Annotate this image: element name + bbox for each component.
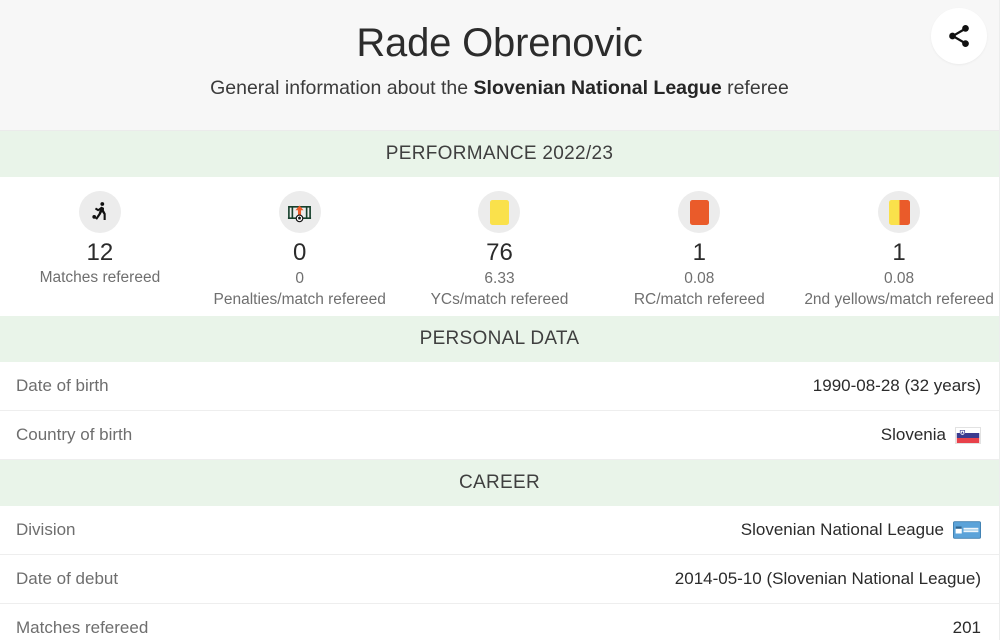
stat-yellow-cards: 76 6.33 YCs/match refereed xyxy=(400,191,600,310)
table-row: Country of birth Slovenia xyxy=(0,411,999,460)
section-header-career: CAREER xyxy=(0,460,999,506)
stat-second-yellows: 1 0.08 2nd yellows/match refereed xyxy=(799,191,999,310)
stat-penalties: 0 0 Penalties/match refereed xyxy=(200,191,400,310)
red-card-shape xyxy=(689,199,709,225)
penalty-goal-icon xyxy=(278,191,321,233)
stat-label: Matches refereed xyxy=(39,268,161,286)
stat-label: 2nd yellows/match refereed xyxy=(804,290,994,308)
row-value: Slovenia xyxy=(881,425,981,445)
page-title: Rade Obrenovic xyxy=(356,21,643,65)
stat-label: YCs/match refereed xyxy=(430,290,569,308)
stat-value: 0 xyxy=(293,239,307,266)
table-row: Division Slovenian National League xyxy=(0,506,999,555)
stat-red-cards: 1 0.08 RC/match refereed xyxy=(599,191,799,310)
row-value-text: Slovenia xyxy=(880,425,946,444)
row-value-text: 1990-08-28 (32 years) xyxy=(812,376,981,395)
page-header: Rade Obrenovic General information about… xyxy=(0,0,999,131)
yellow-card-icon xyxy=(478,191,521,233)
stat-label: RC/match refereed xyxy=(633,290,765,308)
row-value: 201 xyxy=(953,618,981,638)
yellow-card-shape xyxy=(489,199,509,225)
row-value: 1990-08-28 (32 years) xyxy=(813,376,981,396)
stat-value: 1 xyxy=(692,239,706,266)
page-subtitle: General information about the Slovenian … xyxy=(210,77,789,100)
subtitle-pre: General information about the xyxy=(210,77,474,99)
second-yellow-card-shape xyxy=(888,199,910,225)
stat-sub-value: 0.08 xyxy=(884,269,915,287)
slovenia-flag-icon xyxy=(955,426,981,444)
row-label: Date of birth xyxy=(16,376,109,395)
row-label: Division xyxy=(16,520,76,539)
row-value-text: Slovenian National League xyxy=(740,520,944,539)
row-label: Country of birth xyxy=(16,425,133,444)
section-header-personal-data: PERSONAL DATA xyxy=(0,316,999,362)
player-running-icon xyxy=(78,191,121,233)
stat-matches-refereed: 12 Matches refereed xyxy=(0,191,200,288)
row-value: Slovenian National League xyxy=(741,520,981,540)
share-button[interactable] xyxy=(931,8,987,64)
stat-value: 1 xyxy=(892,239,906,266)
section-header-performance: PERFORMANCE 2022/23 xyxy=(0,131,999,177)
league-badge-icon xyxy=(953,521,981,539)
second-yellow-card-icon xyxy=(878,191,921,233)
row-value: 2014-05-10 (Slovenian National League) xyxy=(675,569,981,589)
stat-value: 12 xyxy=(86,239,114,266)
red-card-icon xyxy=(678,191,721,233)
row-label: Matches refereed xyxy=(16,618,149,637)
stat-sub-value: 0 xyxy=(295,269,304,287)
table-row: Date of birth 1990-08-28 (32 years) xyxy=(0,362,999,411)
row-value-text: 201 xyxy=(952,618,981,637)
share-icon xyxy=(946,23,972,49)
table-row: Matches refereed 201 xyxy=(0,604,999,640)
row-label: Date of debut xyxy=(16,569,119,588)
stat-label: Penalties/match refereed xyxy=(213,290,386,308)
row-value-text: 2014-05-10 (Slovenian National League) xyxy=(674,569,981,588)
subtitle-post: referee xyxy=(721,77,789,99)
stat-sub-value: 0.08 xyxy=(684,269,715,287)
stat-sub-value: 6.33 xyxy=(484,269,515,287)
stat-value: 76 xyxy=(486,239,513,266)
table-row: Date of debut 2014-05-10 (Slovenian Nati… xyxy=(0,555,999,604)
performance-stats: 12 Matches refereed 0 0 Penalties/match xyxy=(0,177,999,316)
subtitle-league: Slovenian National League xyxy=(473,77,722,99)
